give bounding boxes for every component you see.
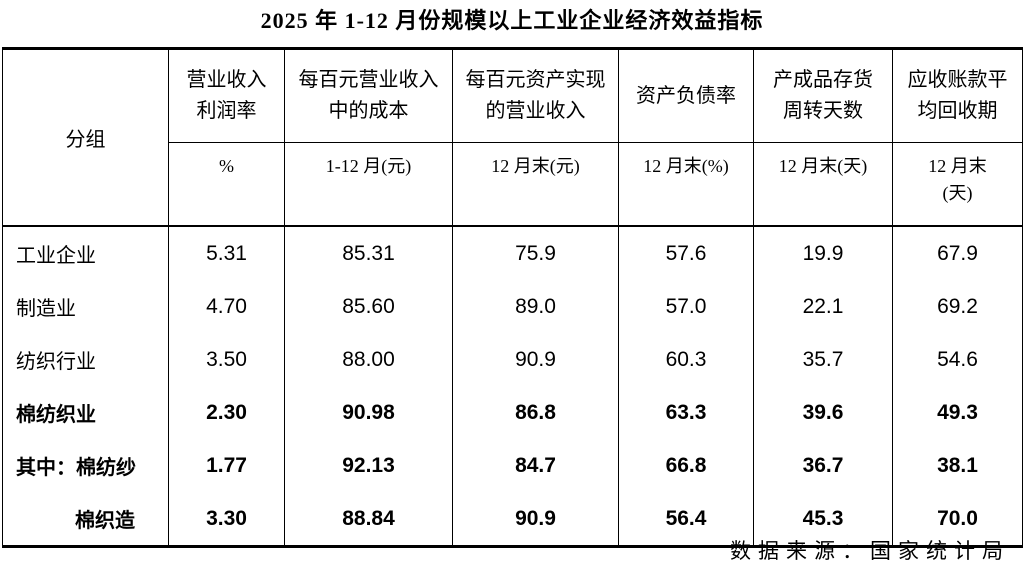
header-name-row: 分组 营业收入 利润率 每百元营业收入 中的成本 每百元资产实现 的营业收入 资…: [2, 48, 1023, 227]
value-cell: 63.3: [618, 386, 754, 439]
col-header-revenue-per-100-assets: 每百元资产实现 的营业收入: [452, 48, 619, 143]
value-cell: 1.77: [168, 439, 285, 492]
value-cell: 60.3: [618, 333, 754, 386]
value-cell: 36.7: [753, 439, 893, 492]
col-header-receivables-collection-period: 应收账款平 均回收期: [892, 48, 1023, 143]
page-title: 2025 年 1-12 月份规模以上工业企业经济效益指标: [260, 8, 764, 33]
value-cell: 3.50: [168, 333, 285, 386]
economic-indicators-table: 分组 营业收入 利润率 每百元营业收入 中的成本 每百元资产实现 的营业收入 资…: [2, 47, 1023, 548]
value-cell: 85.60: [284, 280, 453, 333]
table-row-cotton-weaving: 棉织造 3.30 88.84 90.9 56.4 45.3 70.0: [2, 492, 1023, 547]
row-label: 棉纺织业: [2, 386, 169, 439]
value-cell: 67.9: [892, 226, 1023, 280]
unit-asset-liability-ratio: 12 月末(%): [618, 142, 754, 227]
value-cell: 5.31: [168, 226, 285, 280]
unit-profit-margin: %: [168, 142, 285, 227]
value-cell: 66.8: [618, 439, 754, 492]
value-cell: 85.31: [284, 226, 453, 280]
unit-inventory-turnover-days: 12 月末(天): [753, 142, 893, 227]
header-group: 分组: [2, 48, 169, 227]
value-cell: 57.6: [618, 226, 754, 280]
value-cell: 75.9: [452, 226, 619, 280]
unit-receivables-collection-period: 12 月末 (天): [892, 142, 1023, 227]
row-label: 工业企业: [2, 226, 169, 280]
table-row-cotton-textile: 棉纺织业 2.30 90.98 86.8 63.3 39.6 49.3: [2, 386, 1023, 439]
value-cell: 39.6: [753, 386, 893, 439]
value-cell: 70.0: [892, 492, 1023, 547]
value-cell: 56.4: [618, 492, 754, 547]
unit-cost-per-100-revenue: 1-12 月(元): [284, 142, 453, 227]
col-header-profit-margin: 营业收入 利润率: [168, 48, 285, 143]
row-label: 纺织行业: [2, 333, 169, 386]
table-row-manufacturing: 制造业 4.70 85.60 89.0 57.0 22.1 69.2: [2, 280, 1023, 333]
header-unit-row: % 1-12 月(元) 12 月末(元) 12 月末(%) 12 月末(天) 1…: [3, 142, 1023, 227]
value-cell: 2.30: [168, 386, 285, 439]
value-cell: 84.7: [452, 439, 619, 492]
value-cell: 35.7: [753, 333, 893, 386]
value-cell: 90.9: [452, 492, 619, 547]
value-cell: 89.0: [452, 280, 619, 333]
value-cell: 22.1: [753, 280, 893, 333]
data-source-note: 数据来源：国家统计局: [730, 539, 1010, 563]
value-cell: 4.70: [168, 280, 285, 333]
table-row-industrial-enterprises: 工业企业 5.31 85.31 75.9 57.6 19.9 67.9: [2, 226, 1023, 280]
row-label: 其中：棉纺纱: [2, 439, 169, 492]
table-row-cotton-spinning: 其中：棉纺纱 1.77 92.13 84.7 66.8 36.7 38.1: [2, 439, 1023, 492]
col-header-asset-liability-ratio: 资产负债率: [618, 48, 754, 143]
value-cell: 90.98: [284, 386, 453, 439]
unit-revenue-per-100-assets: 12 月末(元): [452, 142, 619, 227]
value-cell: 88.00: [284, 333, 453, 386]
value-cell: 54.6: [892, 333, 1023, 386]
value-cell: 19.9: [753, 226, 893, 280]
value-cell: 88.84: [284, 492, 453, 547]
value-cell: 86.8: [452, 386, 619, 439]
value-cell: 92.13: [284, 439, 453, 492]
table-row-textile-industry: 纺织行业 3.50 88.00 90.9 60.3 35.7 54.6: [2, 333, 1023, 386]
value-cell: 38.1: [892, 439, 1023, 492]
value-cell: 45.3: [753, 492, 893, 547]
col-header-cost-per-100-revenue: 每百元营业收入 中的成本: [284, 48, 453, 143]
row-label: 棉织造: [2, 492, 169, 547]
value-cell: 3.30: [168, 492, 285, 547]
value-cell: 49.3: [892, 386, 1023, 439]
value-cell: 57.0: [618, 280, 754, 333]
row-label: 制造业: [2, 280, 169, 333]
col-header-inventory-turnover-days: 产成品存货 周转天数: [753, 48, 893, 143]
value-cell: 69.2: [892, 280, 1023, 333]
value-cell: 90.9: [452, 333, 619, 386]
